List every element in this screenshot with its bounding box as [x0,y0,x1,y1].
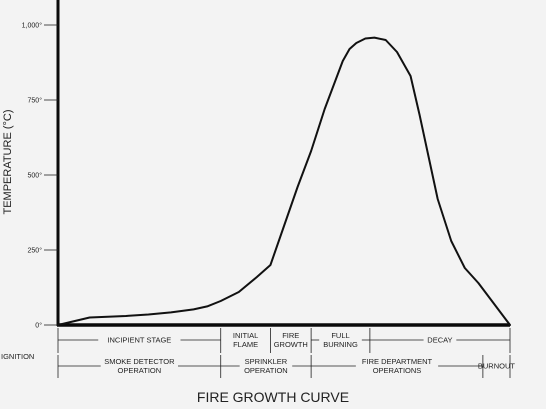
y-tick-label: 0° [35,322,42,330]
phase-label: DECAY [427,336,452,345]
phase-label: INCIPIENT STAGE [107,336,171,345]
y-tick-label: 750° [28,97,43,105]
phase-label: FULL BURNING [323,331,358,349]
series-line-0 [57,36,511,326]
axes [56,0,510,327]
phase-label: FIRE DEPARTMENT OPERATIONS [362,357,433,375]
phase-label: SMOKE DETECTOR OPERATION [104,357,175,375]
phase-annotations: INCIPIENT STAGE INITIAL FLAME FIRE GROWTH FUL… [57,328,516,378]
phase-label: SPRINKLER OPERATION [244,357,288,375]
chart-title: FIRE GROWTH CURVE [197,389,349,405]
phase-label: FIRE GROWTH [274,331,308,349]
y-tick-label: 250° [28,247,43,255]
ignition-label: IGNITION [1,352,34,361]
series-group [57,36,511,326]
y-tick-label: 1,000° [22,22,43,30]
phase-label: BURNOUT [478,362,516,371]
phase-label: INITIAL FLAME [233,331,258,349]
y-tick-label: 500° [28,172,43,180]
y-axis-ticks: 0° 250° 500° 750° 1,000° [22,22,58,330]
y-axis-label: TEMPERATURE (°C) [2,109,14,214]
